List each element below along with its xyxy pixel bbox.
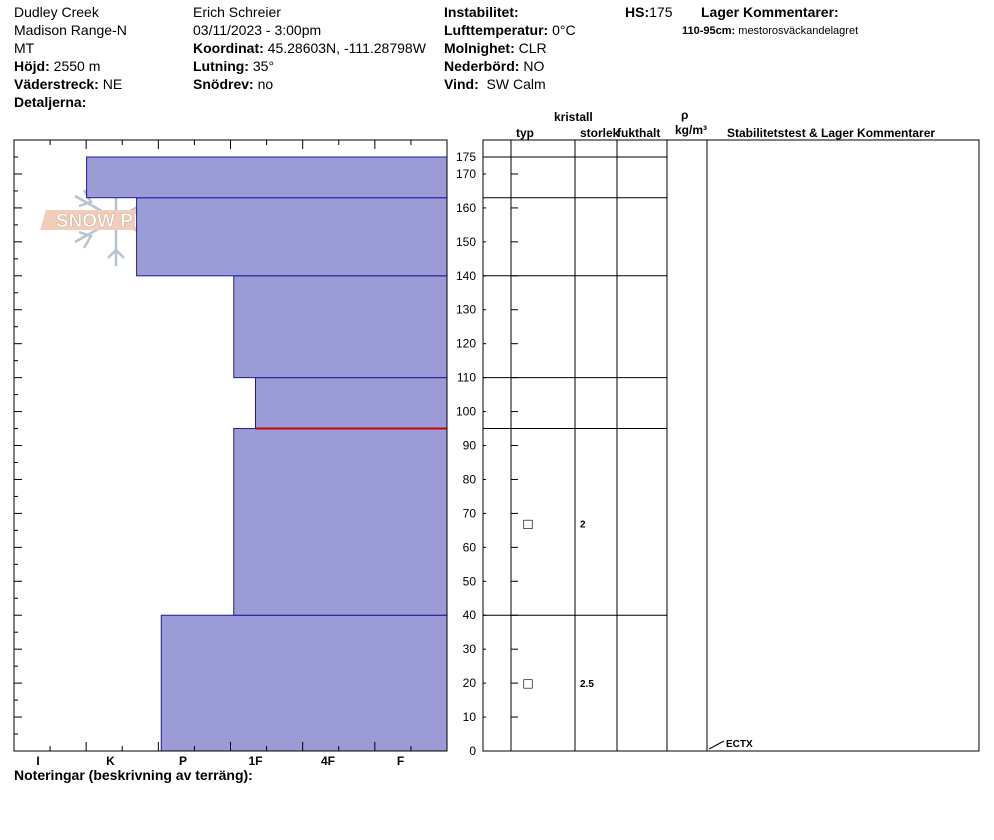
precip-value: NO bbox=[523, 58, 545, 74]
range: Madison Range-N bbox=[14, 22, 127, 38]
layer-comment: 110-95cm: mestorosväckandelagret bbox=[682, 25, 858, 38]
y-tick-label: 150 bbox=[456, 235, 476, 249]
hardness-bar-1 bbox=[233, 428, 448, 616]
airtemp-value: 0°C bbox=[552, 22, 576, 38]
y-tick-label: 0 bbox=[469, 744, 476, 758]
y-tick-label: 50 bbox=[463, 574, 477, 588]
layer-table-frame bbox=[482, 139, 980, 752]
y-tick-label: 30 bbox=[463, 642, 477, 656]
grain-form-symbol: □ bbox=[522, 517, 533, 531]
wind-value: SW Calm bbox=[486, 76, 546, 92]
coord-value: 45.28603N, -111.28798W bbox=[267, 40, 426, 56]
layer-comment-range: 110-95cm: bbox=[682, 25, 736, 37]
wind-label: Vind: bbox=[444, 76, 479, 92]
drift-value: no bbox=[257, 76, 274, 92]
y-tick-label: 40 bbox=[463, 608, 477, 622]
x-tick-label: 1F bbox=[248, 754, 262, 768]
hardness-bar-2 bbox=[255, 377, 448, 430]
stability-test-label: ECTX bbox=[726, 739, 753, 750]
sky-label: Molnighet: bbox=[444, 40, 515, 56]
col-moisture: fukthalt bbox=[617, 126, 661, 140]
slope-label: Lutning: bbox=[193, 58, 249, 74]
y-tick-label: 130 bbox=[456, 303, 476, 317]
y-tick-label: 60 bbox=[463, 540, 477, 554]
observer: Erich Schreier bbox=[193, 4, 281, 20]
y-tick-label: 100 bbox=[456, 405, 476, 419]
grain-form-symbol: □ bbox=[522, 676, 533, 690]
elevation-label: Höjd: bbox=[14, 58, 50, 74]
grain-size-label: 2 bbox=[580, 520, 586, 531]
aspect-value: NE bbox=[102, 76, 123, 92]
x-tick-label: I bbox=[36, 754, 39, 768]
precip-label: Nederbörd: bbox=[444, 58, 520, 74]
hardness-bar-0 bbox=[160, 614, 448, 752]
y-tick-label: 110 bbox=[457, 371, 476, 385]
drift-label: Snödrev: bbox=[193, 76, 254, 92]
y-tick-label: 10 bbox=[463, 710, 477, 724]
state: MT bbox=[14, 40, 35, 56]
col-type: typ bbox=[516, 126, 534, 140]
col-rho: ρ bbox=[681, 108, 689, 122]
aspect-label: Väderstreck: bbox=[14, 76, 99, 92]
datetime: 03/11/2023 - 3:00pm bbox=[193, 22, 322, 38]
airtemp-row: Lufttemperatur: 0°C bbox=[444, 21, 576, 39]
layer-comments-label: Lager Kommentarer: bbox=[701, 4, 839, 20]
instability-row: Instabilitet: bbox=[444, 3, 519, 21]
hs-label: HS: bbox=[625, 4, 650, 20]
instability-label: Instabilitet: bbox=[444, 4, 519, 20]
x-tick-label: K bbox=[106, 754, 115, 768]
y-tick-label: 90 bbox=[463, 439, 477, 453]
y-tick-label: 170 bbox=[456, 167, 476, 181]
details-label: Detaljerna: bbox=[14, 94, 87, 110]
col-stability: Stabilitetstest & Lager Kommentarer bbox=[727, 126, 936, 140]
y-tick-label: 20 bbox=[463, 676, 477, 690]
precip-row: Nederbörd: NO bbox=[444, 57, 544, 75]
x-tick-label: 4F bbox=[321, 754, 335, 768]
stability-test-pointer bbox=[708, 740, 725, 750]
col-density-unit: kg/m³ bbox=[675, 123, 708, 137]
drift-row: Snödrev: no bbox=[193, 75, 273, 93]
y-tick-label: 140 bbox=[456, 269, 476, 283]
hs-value: 175 bbox=[649, 4, 673, 20]
hardness-bar-5 bbox=[86, 156, 448, 199]
y-tick-label: 70 bbox=[463, 506, 477, 520]
x-tick-label: P bbox=[179, 754, 187, 768]
col-size: storlek bbox=[580, 126, 620, 140]
sky-row: Molnighet: CLR bbox=[444, 39, 547, 57]
y-tick-label: 160 bbox=[456, 201, 476, 215]
elevation-row: Höjd: 2550 m bbox=[14, 57, 100, 75]
col-crystal: kristall bbox=[554, 110, 593, 124]
slope-value: 35° bbox=[252, 58, 275, 74]
coord-label: Koordinat: bbox=[193, 40, 264, 56]
slope-row: Lutning: 35° bbox=[193, 57, 274, 75]
notes-label: Noteringar (beskrivning av terräng): bbox=[14, 767, 253, 783]
grain-size-label: 2.5 bbox=[580, 679, 594, 690]
coord-row: Koordinat: 45.28603N, -111.28798W bbox=[193, 39, 426, 57]
layer-comment-text: mestorosväckandelagret bbox=[738, 25, 859, 37]
location: Dudley Creek bbox=[14, 4, 99, 20]
aspect-row: Väderstreck: NE bbox=[14, 75, 122, 93]
elevation-value: 2550 m bbox=[53, 58, 101, 74]
y-tick-label: 175 bbox=[456, 150, 476, 164]
wind-row: Vind: SW Calm bbox=[444, 75, 546, 93]
hs-row: HS:175 bbox=[625, 3, 672, 21]
y-tick-label: 120 bbox=[456, 337, 476, 351]
hardness-bar-3 bbox=[233, 275, 448, 379]
airtemp-label: Lufttemperatur: bbox=[444, 22, 549, 38]
hardness-bar-4 bbox=[136, 197, 448, 277]
y-tick-label: 80 bbox=[463, 472, 477, 486]
x-tick-label: F bbox=[397, 754, 404, 768]
sky-value: CLR bbox=[518, 40, 547, 56]
